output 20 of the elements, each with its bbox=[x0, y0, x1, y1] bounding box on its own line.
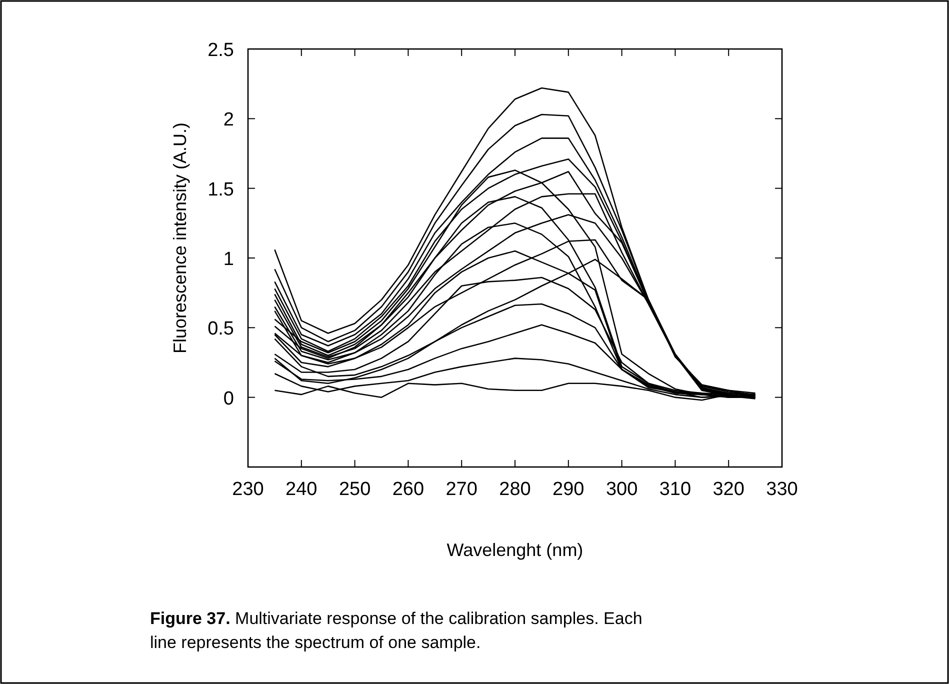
x-tick-label: 280 bbox=[499, 479, 531, 500]
x-tick-label: 320 bbox=[712, 479, 744, 500]
x-tick-label: 310 bbox=[659, 479, 692, 500]
y-tick-label: 2.5 bbox=[208, 40, 234, 61]
y-tick-label: 2 bbox=[223, 110, 234, 131]
y-tick-label: 1 bbox=[223, 249, 234, 270]
x-tick-label: 230 bbox=[232, 479, 264, 500]
x-tick-label: 330 bbox=[766, 479, 798, 500]
caption: Figure 37. Multivariate response of the calibration samples. Each line represents the spectrum of one sample. bbox=[150, 609, 642, 652]
x-tick-label: 290 bbox=[552, 479, 584, 500]
y-tick-label: 0 bbox=[223, 388, 234, 410]
x-tick-label: 260 bbox=[392, 479, 424, 500]
x-tick-label: 240 bbox=[286, 479, 318, 500]
y-tick-label: 0.5 bbox=[208, 318, 234, 340]
x-tick-label: 300 bbox=[606, 479, 638, 500]
x-tick-label: 270 bbox=[446, 479, 478, 500]
x-axis-title: Wavelenght (nm) bbox=[446, 540, 584, 560]
y-tick-label: 1.5 bbox=[208, 179, 234, 200]
y-axis-title: Fluorescence intensity (A.U.) bbox=[170, 122, 190, 354]
x-tick-label: 250 bbox=[338, 479, 371, 500]
